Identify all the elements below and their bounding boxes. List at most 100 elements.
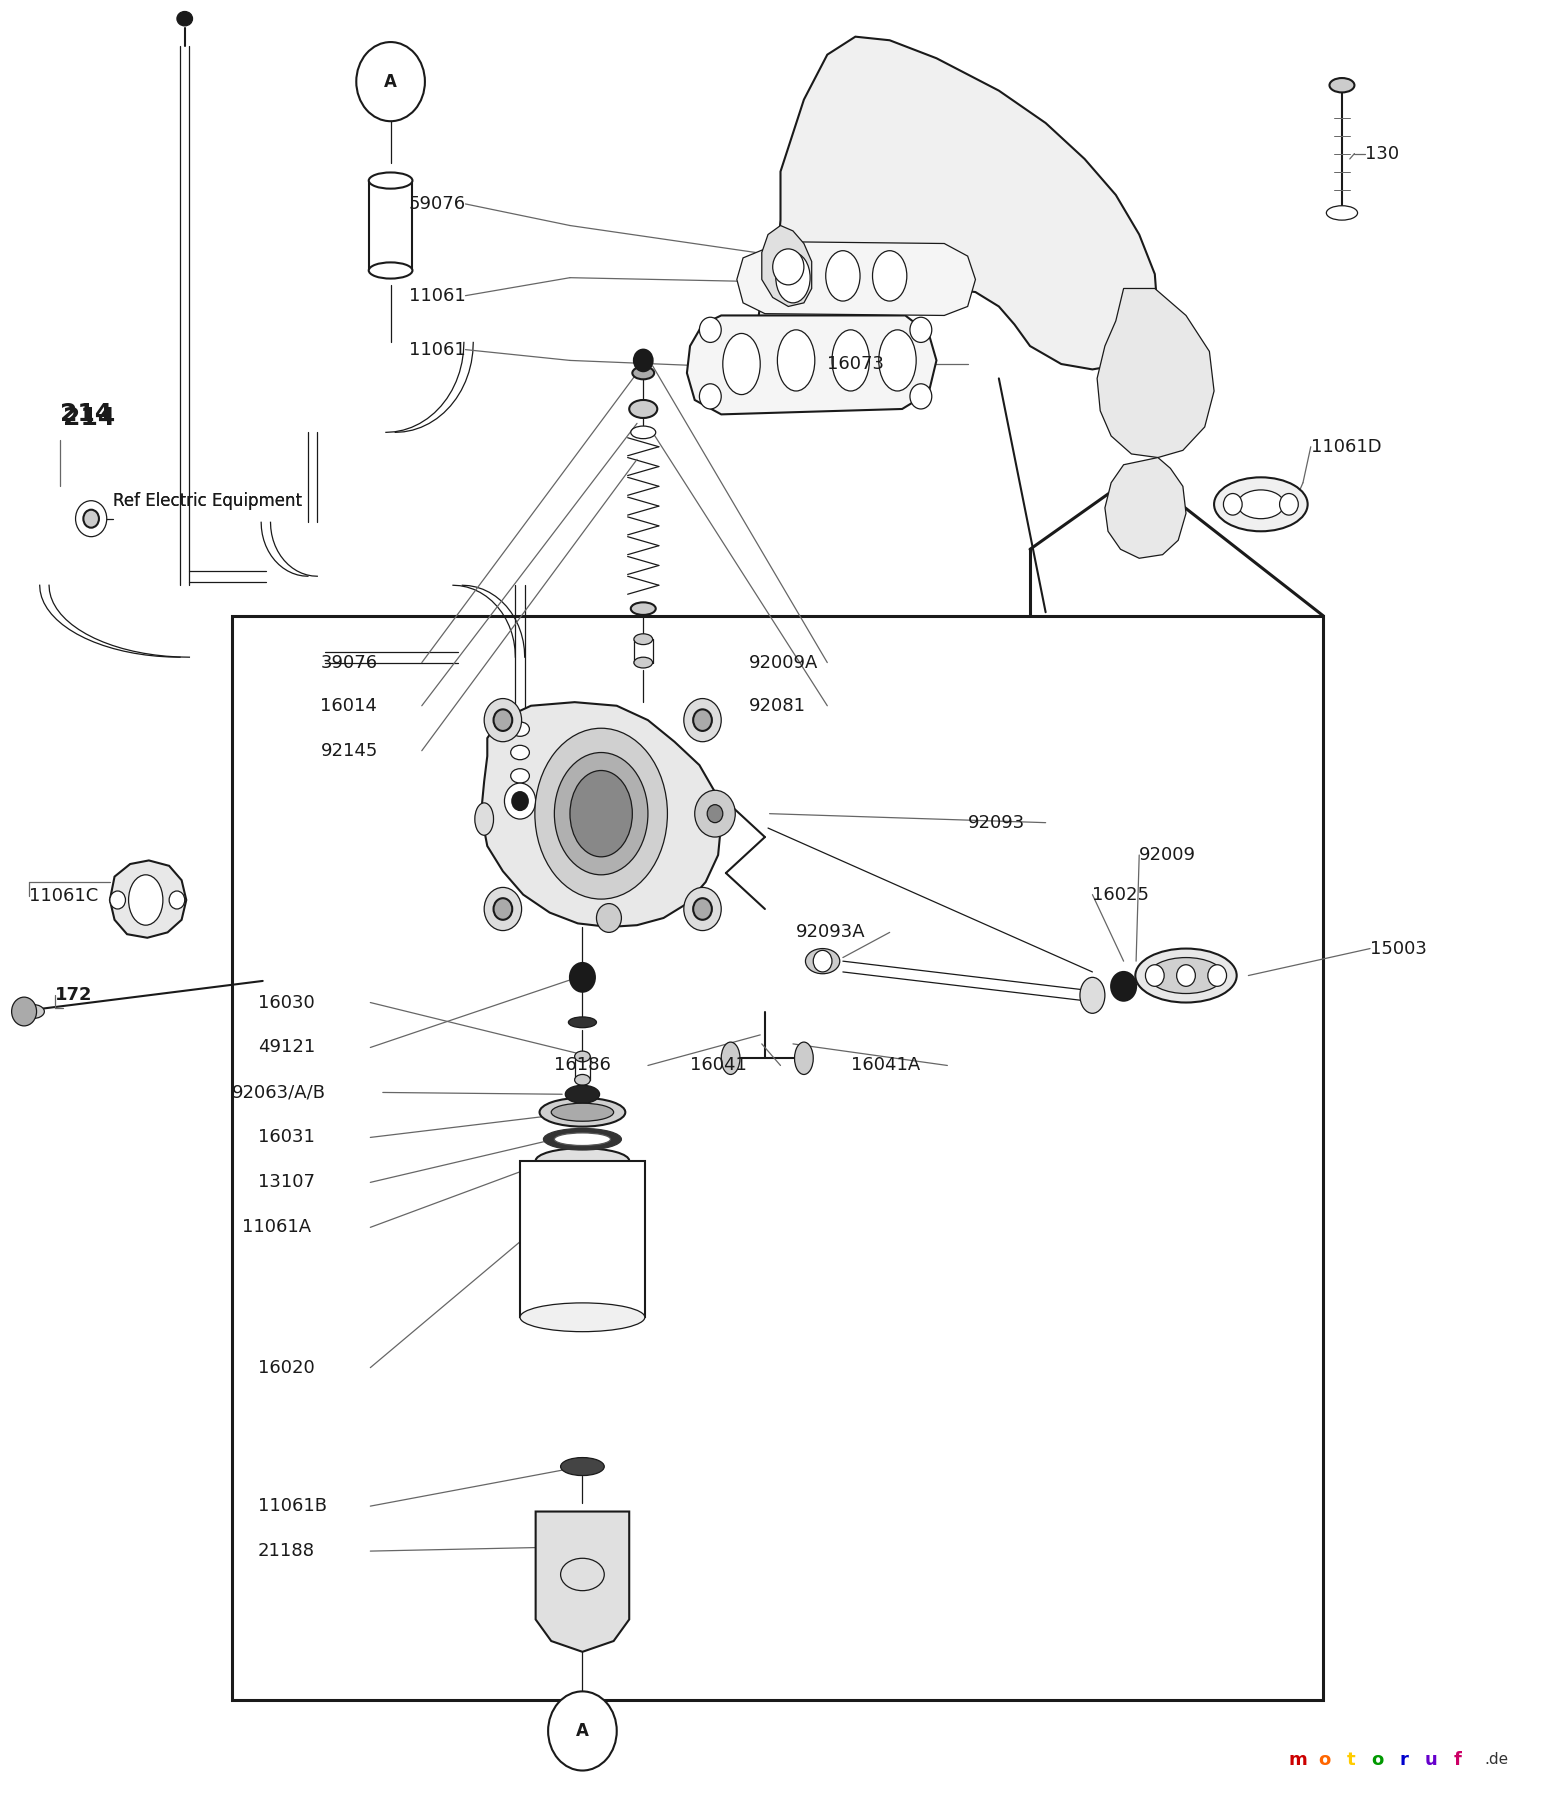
Circle shape	[570, 963, 595, 992]
Ellipse shape	[629, 400, 657, 418]
Ellipse shape	[565, 1085, 599, 1103]
Circle shape	[1208, 965, 1227, 986]
Circle shape	[512, 792, 528, 810]
Ellipse shape	[721, 1042, 740, 1075]
Ellipse shape	[535, 1148, 629, 1174]
Circle shape	[695, 790, 735, 837]
Ellipse shape	[1149, 958, 1224, 994]
Text: 172: 172	[55, 986, 92, 1004]
Ellipse shape	[634, 634, 652, 644]
Circle shape	[910, 383, 932, 409]
Polygon shape	[535, 1512, 629, 1652]
Polygon shape	[737, 241, 976, 315]
Polygon shape	[757, 36, 1158, 385]
Circle shape	[548, 1692, 617, 1771]
Ellipse shape	[368, 173, 412, 189]
Circle shape	[596, 904, 621, 932]
Text: r: r	[1400, 1751, 1408, 1769]
Text: 13107: 13107	[258, 1174, 315, 1192]
Polygon shape	[109, 860, 186, 938]
Text: 11061A: 11061A	[242, 1219, 312, 1237]
Text: 16025: 16025	[1093, 886, 1149, 904]
Text: 16186: 16186	[554, 1057, 612, 1075]
Circle shape	[11, 997, 36, 1026]
Ellipse shape	[510, 769, 529, 783]
Circle shape	[1224, 493, 1243, 515]
Ellipse shape	[1330, 77, 1355, 92]
Ellipse shape	[475, 803, 493, 835]
Circle shape	[693, 709, 712, 731]
Polygon shape	[481, 702, 721, 927]
Ellipse shape	[832, 329, 869, 391]
Circle shape	[634, 349, 652, 371]
Ellipse shape	[795, 1042, 813, 1075]
Text: 92093: 92093	[968, 814, 1026, 832]
Ellipse shape	[1327, 205, 1358, 220]
Ellipse shape	[631, 427, 656, 439]
Text: 16030: 16030	[258, 994, 315, 1012]
Polygon shape	[1097, 288, 1214, 457]
Ellipse shape	[776, 252, 810, 302]
FancyBboxPatch shape	[231, 616, 1324, 1701]
Ellipse shape	[19, 1004, 44, 1019]
Ellipse shape	[510, 722, 529, 736]
Ellipse shape	[176, 11, 192, 25]
Text: 92093A: 92093A	[796, 923, 866, 941]
Ellipse shape	[805, 949, 840, 974]
Ellipse shape	[520, 1303, 645, 1332]
Text: 16041: 16041	[690, 1057, 746, 1075]
Text: Ref Electric Equipment: Ref Electric Equipment	[112, 491, 301, 509]
Text: 39076: 39076	[320, 653, 378, 671]
Text: 16041A: 16041A	[851, 1057, 919, 1075]
Circle shape	[1177, 965, 1196, 986]
Text: 11061D: 11061D	[1311, 437, 1381, 455]
FancyBboxPatch shape	[368, 180, 412, 270]
Text: 16020: 16020	[258, 1359, 315, 1377]
Circle shape	[83, 509, 98, 527]
Text: 21188: 21188	[258, 1543, 315, 1561]
Ellipse shape	[128, 875, 162, 925]
Ellipse shape	[574, 1051, 590, 1062]
Ellipse shape	[551, 1103, 613, 1121]
Circle shape	[1280, 493, 1299, 515]
Text: m: m	[1289, 1751, 1308, 1769]
Text: A: A	[576, 1723, 588, 1741]
Ellipse shape	[632, 367, 654, 380]
FancyBboxPatch shape	[520, 1161, 645, 1318]
Text: 49121: 49121	[258, 1039, 315, 1057]
Ellipse shape	[560, 1458, 604, 1476]
Circle shape	[493, 709, 512, 731]
Text: u: u	[1425, 1751, 1438, 1769]
Ellipse shape	[570, 770, 632, 857]
Text: 92009: 92009	[1140, 846, 1196, 864]
Ellipse shape	[543, 1129, 621, 1150]
Ellipse shape	[554, 752, 648, 875]
Ellipse shape	[826, 250, 860, 301]
Ellipse shape	[554, 1132, 610, 1145]
Ellipse shape	[723, 333, 760, 394]
Ellipse shape	[540, 1098, 626, 1127]
Text: A: A	[384, 72, 396, 90]
Circle shape	[1111, 972, 1136, 1001]
Circle shape	[75, 500, 106, 536]
Ellipse shape	[1214, 477, 1308, 531]
Text: o: o	[1319, 1751, 1332, 1769]
Text: 11061B: 11061B	[258, 1498, 328, 1516]
Text: Ref Electric Equipment: Ref Electric Equipment	[112, 491, 301, 509]
Polygon shape	[762, 225, 812, 306]
Ellipse shape	[777, 329, 815, 391]
Ellipse shape	[368, 263, 412, 279]
Polygon shape	[1105, 457, 1186, 558]
Circle shape	[484, 887, 521, 931]
Circle shape	[813, 950, 832, 972]
Circle shape	[699, 317, 721, 342]
Circle shape	[1146, 965, 1165, 986]
Text: 92081: 92081	[749, 697, 807, 715]
Circle shape	[109, 891, 125, 909]
Text: 16073: 16073	[827, 355, 884, 373]
Text: 11061: 11061	[409, 340, 465, 358]
Circle shape	[693, 898, 712, 920]
Circle shape	[684, 887, 721, 931]
Ellipse shape	[535, 729, 668, 900]
Ellipse shape	[568, 1017, 596, 1028]
